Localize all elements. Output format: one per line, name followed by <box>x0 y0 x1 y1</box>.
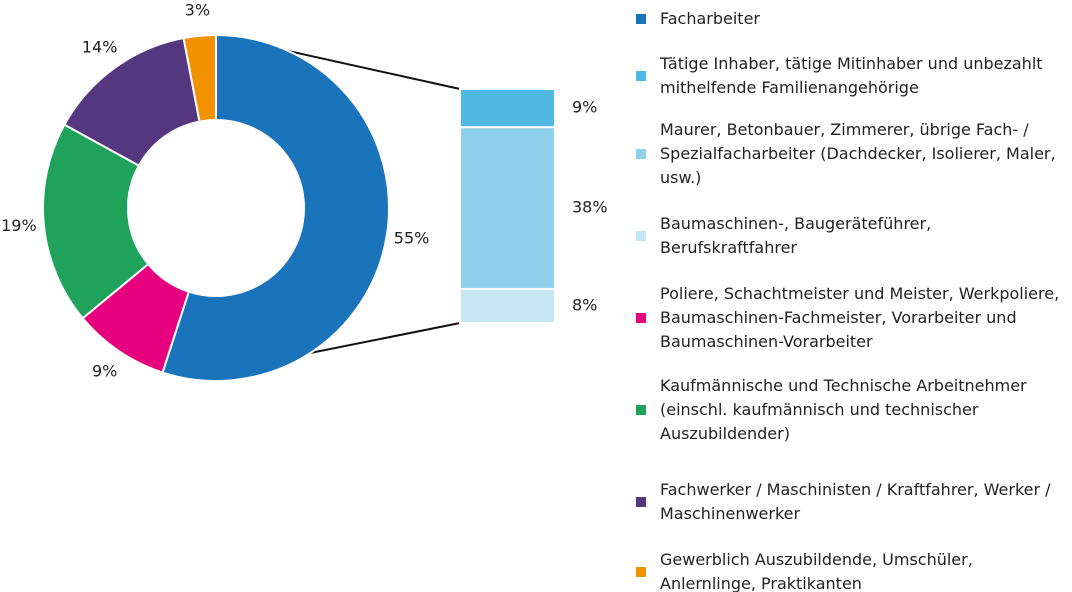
slice-label: 55% <box>394 228 430 247</box>
legend-item: Tätige Inhaber, tätige Mitinhaber und un… <box>636 52 1066 100</box>
legend-label: Maurer, Betonbauer, Zimmerer, übrige Fac… <box>660 120 1056 187</box>
legend-swatch <box>636 405 646 415</box>
bar-segment <box>459 126 556 290</box>
slice-label: 3% <box>185 0 210 19</box>
slice-label: 9% <box>92 361 117 380</box>
legend-swatch <box>636 71 646 81</box>
slice-label: 14% <box>82 37 118 56</box>
bar-label: 8% <box>572 295 597 314</box>
legend-label: Kaufmännische und Technische Arbeitnehme… <box>660 376 1027 443</box>
legend-label: Poliere, Schachtmeister und Meister, Wer… <box>660 284 1060 351</box>
legend-swatch <box>636 149 646 159</box>
legend-swatch <box>636 313 646 323</box>
legend-label: Baumaschinen-, Baugeräteführer, Berufskr… <box>660 214 932 257</box>
legend-swatch <box>636 14 646 24</box>
legend-item: Baumaschinen-, Baugeräteführer, Berufskr… <box>636 212 1066 260</box>
legend-item: Gewerblich Auszubildende, Umschüler, Anl… <box>636 548 1066 592</box>
slice-label: 19% <box>1 216 37 235</box>
bar-label: 9% <box>572 98 597 117</box>
legend-swatch <box>636 231 646 241</box>
legend-label: Facharbeiter <box>660 9 760 28</box>
donut-slice <box>42 123 150 320</box>
legend-swatch <box>636 567 646 577</box>
legend-item: Kaufmännische und Technische Arbeitnehme… <box>636 374 1066 446</box>
legend-label: Tätige Inhaber, tätige Mitinhaber und un… <box>660 54 1043 97</box>
bar-label: 38% <box>572 198 608 217</box>
legend-label: Gewerblich Auszubildende, Umschüler, Anl… <box>660 550 973 592</box>
bar-segment <box>459 88 556 129</box>
legend-item: Maurer, Betonbauer, Zimmerer, übrige Fac… <box>636 118 1066 190</box>
bar-segment <box>459 287 556 324</box>
legend-swatch <box>636 497 646 507</box>
donut-slice <box>182 33 217 123</box>
legend-item: Facharbeiter <box>636 7 1066 31</box>
connector-line <box>289 322 461 358</box>
legend-item: Fachwerker / Maschinisten / Kraftfahrer,… <box>636 478 1066 526</box>
legend-item: Poliere, Schachtmeister und Meister, Wer… <box>636 282 1066 354</box>
legend-label: Fachwerker / Maschinisten / Kraftfahrer,… <box>660 480 1051 523</box>
donut-slice <box>161 33 390 382</box>
